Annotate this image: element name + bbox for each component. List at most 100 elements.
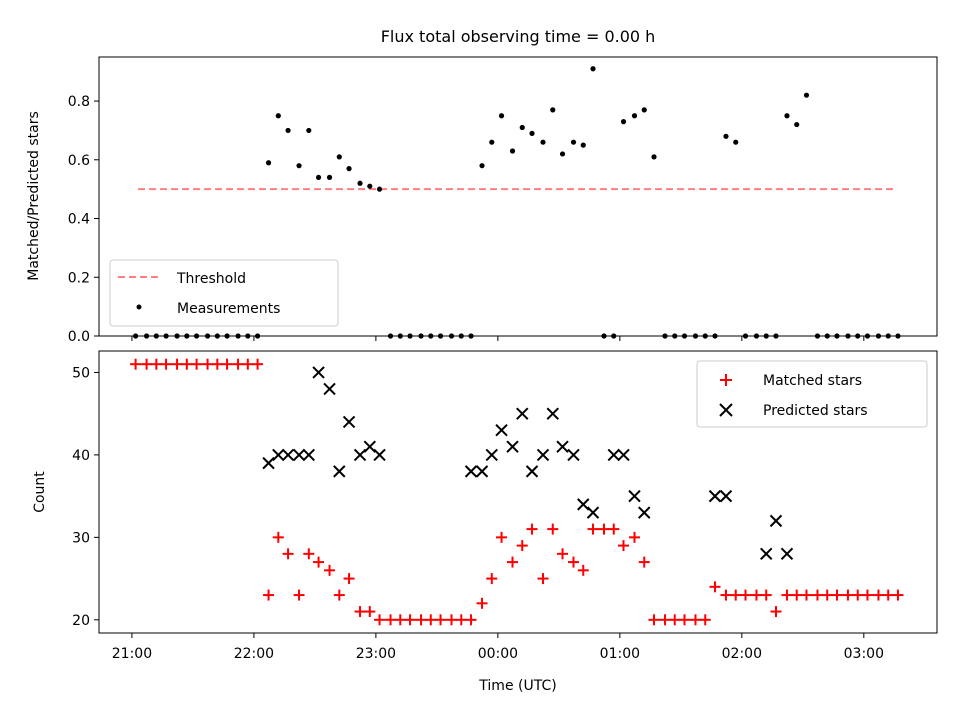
x-tick-label: 22:00	[234, 646, 274, 662]
measurement-point	[509, 148, 516, 154]
measurement-point	[163, 333, 169, 339]
predicted-star-point	[373, 448, 386, 462]
measurement-point	[132, 333, 139, 339]
top-y-tick-label: 0.4	[68, 212, 90, 228]
top-panel: 0.00.20.40.60.8 Matched/Predicted stars …	[26, 56, 938, 345]
matched-star-point	[394, 614, 406, 626]
matched-star-point	[821, 589, 833, 601]
matched-star-point	[811, 589, 823, 601]
measurement-point	[479, 163, 485, 169]
measurement-point	[651, 154, 657, 160]
bottom-y-tick-label: 20	[72, 613, 90, 629]
measurement-point	[224, 333, 230, 339]
matched-star-point	[852, 589, 864, 601]
bottom-y-axis-label: Count	[32, 471, 48, 513]
top-y-tick-label: 0.6	[68, 153, 90, 169]
measurement-point	[184, 333, 190, 339]
top-y-ticks: 0.0 0.2 0.4 0.6 0.8	[68, 94, 99, 345]
measurement-point	[570, 139, 577, 145]
measurement-point	[296, 163, 302, 169]
measurement-point	[214, 333, 220, 339]
matched-star-point	[679, 614, 691, 626]
measurement-point	[376, 186, 383, 192]
matched-star-point	[689, 614, 701, 626]
measurement-point	[448, 333, 455, 339]
matched-star-point	[526, 523, 538, 535]
x-axis-label: Time (UTC)	[478, 678, 556, 694]
bottom-legend: Matched stars Predicted stars	[696, 360, 928, 428]
matched-star-point	[374, 614, 386, 626]
measurement-point	[519, 124, 525, 131]
predicted-star-point	[567, 448, 580, 462]
measurement-point	[143, 333, 150, 339]
matched-star-point	[211, 358, 223, 370]
matched-star-point	[516, 540, 528, 552]
matched-star-point	[191, 358, 203, 370]
measurement-point	[601, 333, 607, 339]
matched-star-point	[313, 556, 325, 568]
matched-star-point	[476, 597, 488, 609]
measurement-point	[468, 333, 474, 339]
matched-star-markers	[130, 358, 904, 626]
top-x-ticks	[131, 336, 865, 341]
legend-measurements-swatch	[136, 304, 142, 310]
bottom-panel: 20 30 40 50 21:00 22:00 23:00 00:00 01:00 02:00 0…	[32, 350, 938, 694]
measurement-point	[153, 333, 159, 339]
predicted-star-point	[495, 423, 508, 437]
measurement-point	[489, 139, 495, 145]
top-y-axis-label: Matched/Predicted stars	[26, 111, 42, 281]
measurement-point	[357, 180, 363, 186]
measurement-point	[803, 92, 810, 98]
top-y-tick-label: 0.8	[68, 94, 90, 110]
matched-star-point	[446, 614, 458, 626]
matched-star-point	[709, 581, 721, 593]
matched-star-point	[882, 589, 894, 601]
measurement-point	[336, 154, 342, 160]
matched-star-point	[577, 564, 589, 576]
figure-title: Flux total observing time = 0.00 h	[381, 27, 656, 46]
predicted-star-point	[464, 465, 478, 478]
matched-star-point	[547, 523, 559, 535]
predicted-star-point	[525, 465, 539, 478]
matched-star-point	[232, 358, 244, 370]
measurement-point	[641, 107, 647, 113]
matched-star-point	[404, 614, 416, 626]
top-y-tick-label: 0.0	[68, 329, 90, 345]
matched-star-point	[618, 540, 630, 552]
measurement-point	[733, 139, 739, 145]
predicted-star-point	[780, 547, 794, 561]
predicted-star-point	[769, 514, 783, 528]
legend-predicted-swatch	[719, 403, 733, 417]
matched-star-point	[638, 556, 650, 568]
measurement-point	[712, 333, 718, 339]
predicted-star-point	[708, 489, 722, 503]
top-plot-frame	[98, 56, 938, 337]
matched-star-point	[242, 358, 254, 370]
predicted-star-point	[302, 448, 316, 462]
measurement-point	[620, 119, 627, 125]
matched-star-point	[842, 589, 854, 601]
predicted-star-point	[342, 415, 356, 429]
measurement-point	[590, 66, 596, 72]
predicted-star-point	[323, 382, 336, 396]
measurement-point	[235, 333, 241, 339]
x-tick-label: 02:00	[722, 646, 762, 662]
predicted-star-point	[353, 448, 367, 462]
matched-star-point	[739, 589, 751, 601]
predicted-star-point	[760, 547, 773, 561]
matched-star-point	[568, 556, 580, 568]
bottom-y-tick-label: 30	[72, 530, 90, 546]
matched-star-point	[354, 606, 366, 618]
measurement-point	[662, 333, 668, 339]
predicted-star-point	[628, 489, 641, 503]
measurement-point	[265, 160, 272, 166]
measurement-point	[773, 333, 779, 339]
bottom-legend-box	[696, 360, 928, 428]
matched-star-point	[181, 358, 193, 370]
measurement-point	[275, 113, 281, 119]
matched-star-point	[872, 589, 884, 601]
matched-star-point	[557, 548, 569, 560]
measurement-point	[611, 333, 617, 339]
matched-star-point	[435, 614, 447, 626]
